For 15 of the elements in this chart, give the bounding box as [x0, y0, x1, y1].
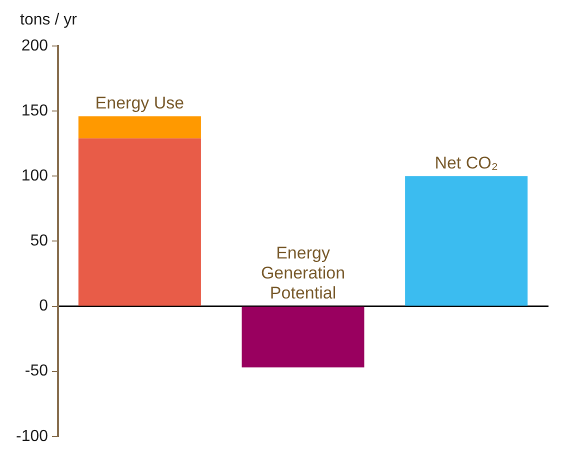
- bar: [78, 138, 201, 306]
- y-tick-label: 0: [39, 298, 48, 315]
- bar: [78, 116, 201, 138]
- y-tick-label: 100: [21, 168, 48, 185]
- y-tick-label: 150: [21, 102, 48, 120]
- y-axis-title: tons / yr: [20, 11, 78, 28]
- y-tick-label: 200: [21, 37, 48, 54]
- x-tick-label: Energy Use: [95, 93, 184, 112]
- y-tick-label: -50: [24, 362, 48, 380]
- y-tick-label: -100: [16, 428, 48, 445]
- bar: [242, 306, 364, 368]
- x-tick-label: Energy Generation Potential: [260, 243, 346, 302]
- y-tick-label: 50: [30, 232, 48, 250]
- bar: [405, 176, 528, 306]
- x-tick-label: Net CO₂: [434, 153, 498, 172]
